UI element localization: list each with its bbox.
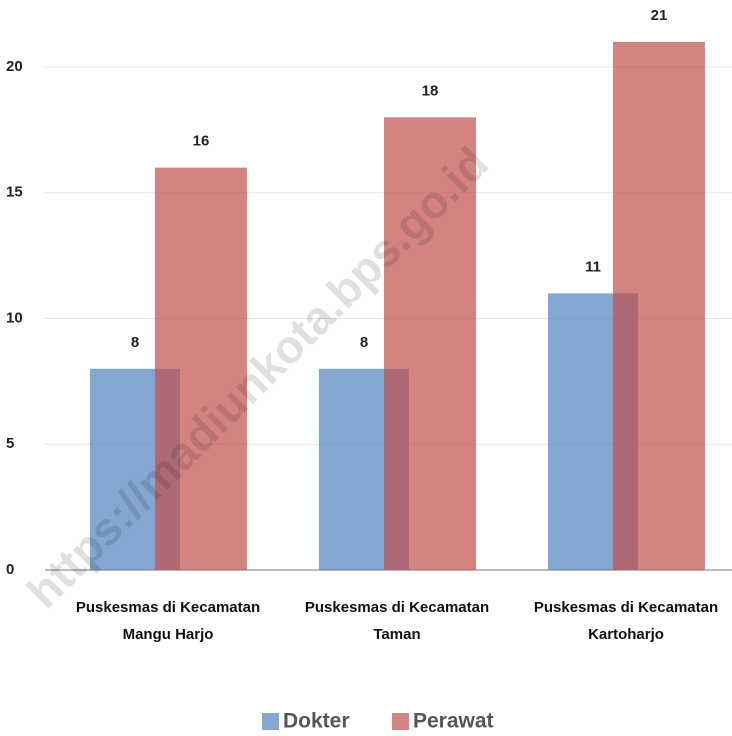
data-label: 18 — [422, 82, 439, 99]
bar — [155, 167, 247, 570]
legend-label: Perawat — [413, 710, 494, 733]
y-tick-label: 5 — [6, 435, 14, 452]
y-tick-label: 15 — [6, 184, 23, 201]
y-tick-label: 20 — [6, 58, 23, 75]
y-tick-label: 0 — [6, 561, 14, 578]
bar — [613, 41, 705, 571]
x-tick-label: Puskesmas di Kecamatan Mangu Harjo — [75, 599, 261, 643]
y-tick-label: 10 — [6, 309, 23, 326]
data-label: 11 — [585, 258, 601, 275]
data-label: 8 — [360, 334, 368, 351]
data-label: 21 — [651, 7, 668, 24]
legend-label: Dokter — [283, 710, 350, 733]
x-tick-label: Puskesmas di Kecamatan Kartoharjo — [533, 599, 719, 643]
data-label: 16 — [193, 133, 210, 150]
data-label: 8 — [131, 334, 139, 351]
x-tick-label: Puskesmas di Kecamatan Taman — [304, 599, 490, 643]
bar — [384, 117, 476, 571]
legend-swatch — [392, 713, 409, 730]
legend-swatch — [262, 713, 279, 730]
